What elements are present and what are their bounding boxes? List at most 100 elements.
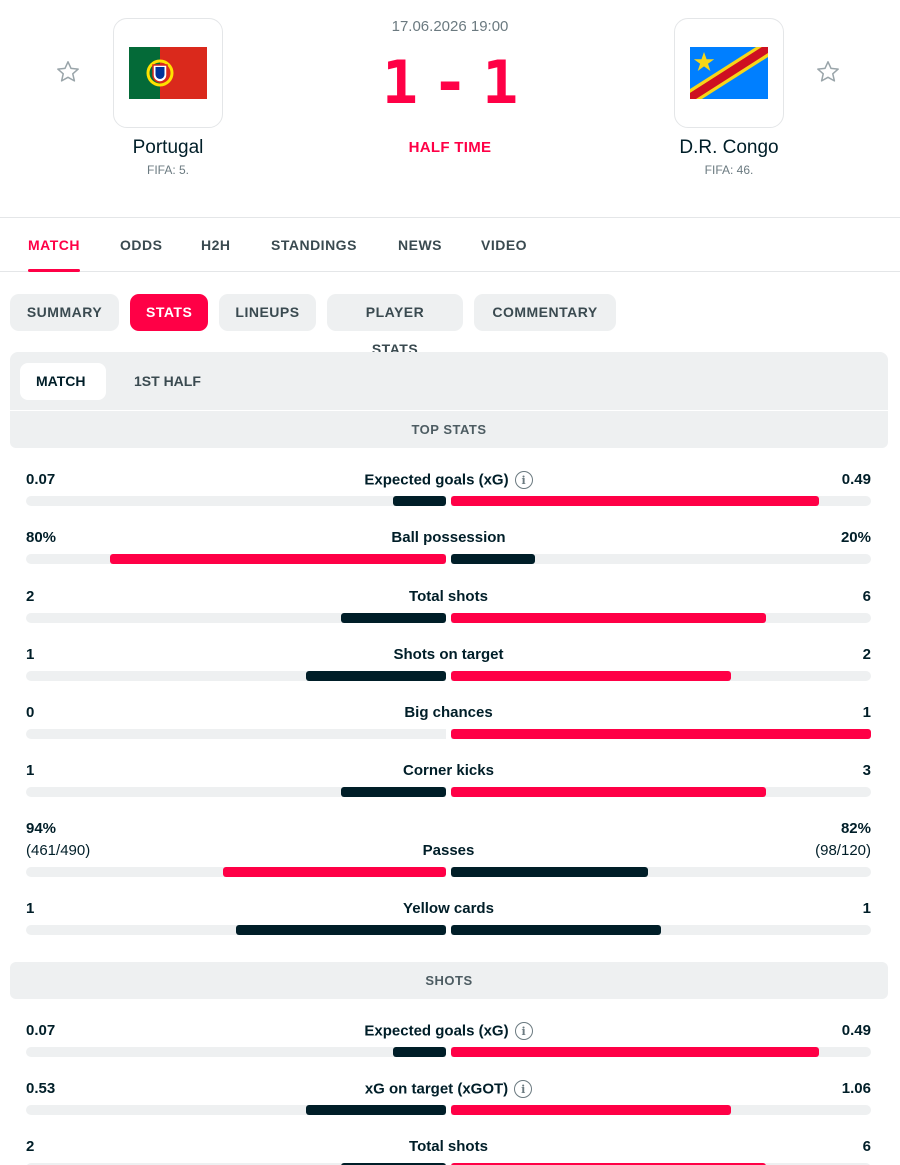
home-team-logo[interactable] bbox=[113, 18, 223, 128]
score-separator: - bbox=[431, 48, 469, 118]
away-team-fifa-rank: FIFA: 46. bbox=[704, 163, 754, 177]
favorite-away-star-icon[interactable] bbox=[812, 56, 844, 88]
tab-standings[interactable]: STANDINGS bbox=[271, 237, 357, 253]
home-stat-value: 0 bbox=[26, 704, 35, 721]
subtab-summary[interactable]: SUMMARY bbox=[10, 294, 119, 331]
away-stat-value: 1 bbox=[862, 704, 871, 721]
stat-name: Passes bbox=[26, 842, 871, 859]
stat-label-row: 0.07 Expected goals (xG) i 0.49 bbox=[26, 1022, 871, 1042]
stat-label-row: 2 Total shots 6 bbox=[26, 588, 871, 608]
tab-news[interactable]: NEWS bbox=[398, 237, 442, 253]
stat-name: Expected goals (xG) i bbox=[26, 1022, 871, 1040]
away-bar-track bbox=[451, 925, 871, 935]
away-stat-value: 6 bbox=[862, 588, 871, 605]
subtab-commentary[interactable]: COMMENTARY bbox=[474, 294, 616, 331]
stat-bars bbox=[26, 867, 871, 877]
period-match[interactable]: MATCH bbox=[20, 363, 106, 400]
stat-label-row: 80% Ball possession 20% bbox=[26, 529, 871, 549]
home-bar-fill bbox=[306, 1105, 446, 1115]
away-stat-value: 20% bbox=[840, 529, 871, 546]
away-stat-value: 6 bbox=[862, 1138, 871, 1155]
away-bar-fill bbox=[451, 787, 766, 797]
away-bar-fill bbox=[451, 554, 535, 564]
stat-name-label: Total shots bbox=[409, 588, 488, 605]
away-team: D.R. Congo FIFA: 46. bbox=[619, 18, 839, 177]
dr-congo-flag-icon bbox=[690, 47, 768, 99]
stat-name: Expected goals (xG) i bbox=[26, 471, 871, 489]
away-team-logo[interactable] bbox=[674, 18, 784, 128]
stat-bars bbox=[26, 729, 871, 739]
stat-row-expected-goals-xg: 0.07 Expected goals (xG) i 0.49 bbox=[26, 471, 871, 511]
home-stat-value: 1 bbox=[26, 646, 35, 663]
home-bar-track bbox=[26, 729, 446, 739]
stat-name: Yellow cards bbox=[26, 900, 871, 917]
stat-row-total-shots: 2 Total shots 6 bbox=[26, 1138, 871, 1165]
home-bar-fill bbox=[306, 671, 446, 681]
home-bar-fill bbox=[393, 496, 446, 506]
stat-name-label: Passes bbox=[422, 842, 475, 859]
away-bar-track bbox=[451, 1105, 871, 1115]
stat-label-row: 1 Yellow cards 1 bbox=[26, 900, 871, 920]
away-bar-track bbox=[451, 867, 871, 877]
home-bar-fill bbox=[341, 1163, 446, 1165]
stat-name-label: Big chances bbox=[404, 704, 493, 721]
home-stat-value: 0.07 bbox=[26, 1022, 56, 1039]
home-team-fifa-rank: FIFA: 5. bbox=[146, 163, 189, 177]
home-bar-fill bbox=[110, 554, 446, 564]
away-stat-value: 82% bbox=[840, 820, 871, 837]
home-team-name[interactable]: Portugal bbox=[132, 137, 204, 158]
match-tabs: MATCH ODDS H2H STANDINGS NEWS VIDEO bbox=[0, 218, 900, 272]
away-bar-fill bbox=[451, 1047, 819, 1057]
away-team-name[interactable]: D.R. Congo bbox=[679, 137, 779, 158]
stat-name: Big chances bbox=[26, 704, 871, 721]
stat-bars bbox=[26, 613, 871, 623]
stat-name: Corner kicks bbox=[26, 762, 871, 779]
away-stat-detail: (98/120) bbox=[815, 842, 871, 859]
portugal-flag-icon bbox=[129, 47, 207, 99]
tab-match[interactable]: MATCH bbox=[28, 218, 81, 272]
subtab-stats[interactable]: STATS bbox=[130, 294, 208, 331]
subtab-player-stats[interactable]: PLAYER STATS bbox=[327, 294, 463, 357]
favorite-home-star-icon[interactable] bbox=[52, 56, 84, 88]
away-bar-track bbox=[451, 787, 871, 797]
section-header-shots: SHOTS bbox=[10, 962, 888, 999]
stat-name-label: xG on target (xGOT) bbox=[364, 1080, 509, 1098]
away-bar-track bbox=[451, 554, 871, 564]
subtab-lineups[interactable]: LINEUPS bbox=[219, 294, 316, 331]
stat-bars bbox=[26, 1105, 871, 1115]
home-bar-fill bbox=[393, 1047, 446, 1057]
home-score: 1 bbox=[381, 48, 418, 118]
stat-name-label: Corner kicks bbox=[403, 762, 494, 779]
period-selector: MATCH 1ST HALF bbox=[10, 352, 888, 410]
home-bar-track bbox=[26, 613, 446, 623]
tab-video[interactable]: VIDEO bbox=[481, 237, 528, 253]
home-bar-track bbox=[26, 496, 446, 506]
tab-odds[interactable]: ODDS bbox=[120, 237, 163, 253]
stat-name: Total shots bbox=[26, 588, 871, 605]
stat-row-passes: 94% Passes 82% (461/490) (98/120) bbox=[26, 820, 871, 880]
match-datetime: 17.06.2026 19:00 bbox=[391, 18, 509, 35]
info-icon[interactable]: i bbox=[514, 1080, 533, 1098]
home-stat-value: 2 bbox=[26, 588, 35, 605]
home-bar-track bbox=[26, 787, 446, 797]
home-bar-fill bbox=[341, 787, 446, 797]
stat-name: Total shots bbox=[26, 1138, 871, 1155]
period-1st-half[interactable]: 1ST HALF bbox=[134, 373, 201, 389]
stat-bars bbox=[26, 925, 871, 935]
stat-name-label: Expected goals (xG) bbox=[364, 471, 509, 489]
tab-h2h[interactable]: H2H bbox=[201, 237, 231, 253]
stat-bars bbox=[26, 671, 871, 681]
away-bar-fill bbox=[451, 496, 819, 506]
home-bar-track bbox=[26, 1047, 446, 1057]
stat-label-row: 2 Total shots 6 bbox=[26, 1138, 871, 1158]
info-icon[interactable]: i bbox=[514, 471, 533, 489]
away-bar-fill bbox=[451, 671, 731, 681]
home-bar-track bbox=[26, 867, 446, 877]
stat-bars bbox=[26, 1047, 871, 1057]
stat-label-row: 0 Big chances 1 bbox=[26, 704, 871, 724]
home-bar-track bbox=[26, 925, 446, 935]
info-icon[interactable]: i bbox=[514, 1022, 533, 1040]
stat-name: xG on target (xGOT) i bbox=[26, 1080, 871, 1098]
home-stat-value: 2 bbox=[26, 1138, 35, 1155]
stat-row-ball-possession: 80% Ball possession 20% bbox=[26, 529, 871, 569]
